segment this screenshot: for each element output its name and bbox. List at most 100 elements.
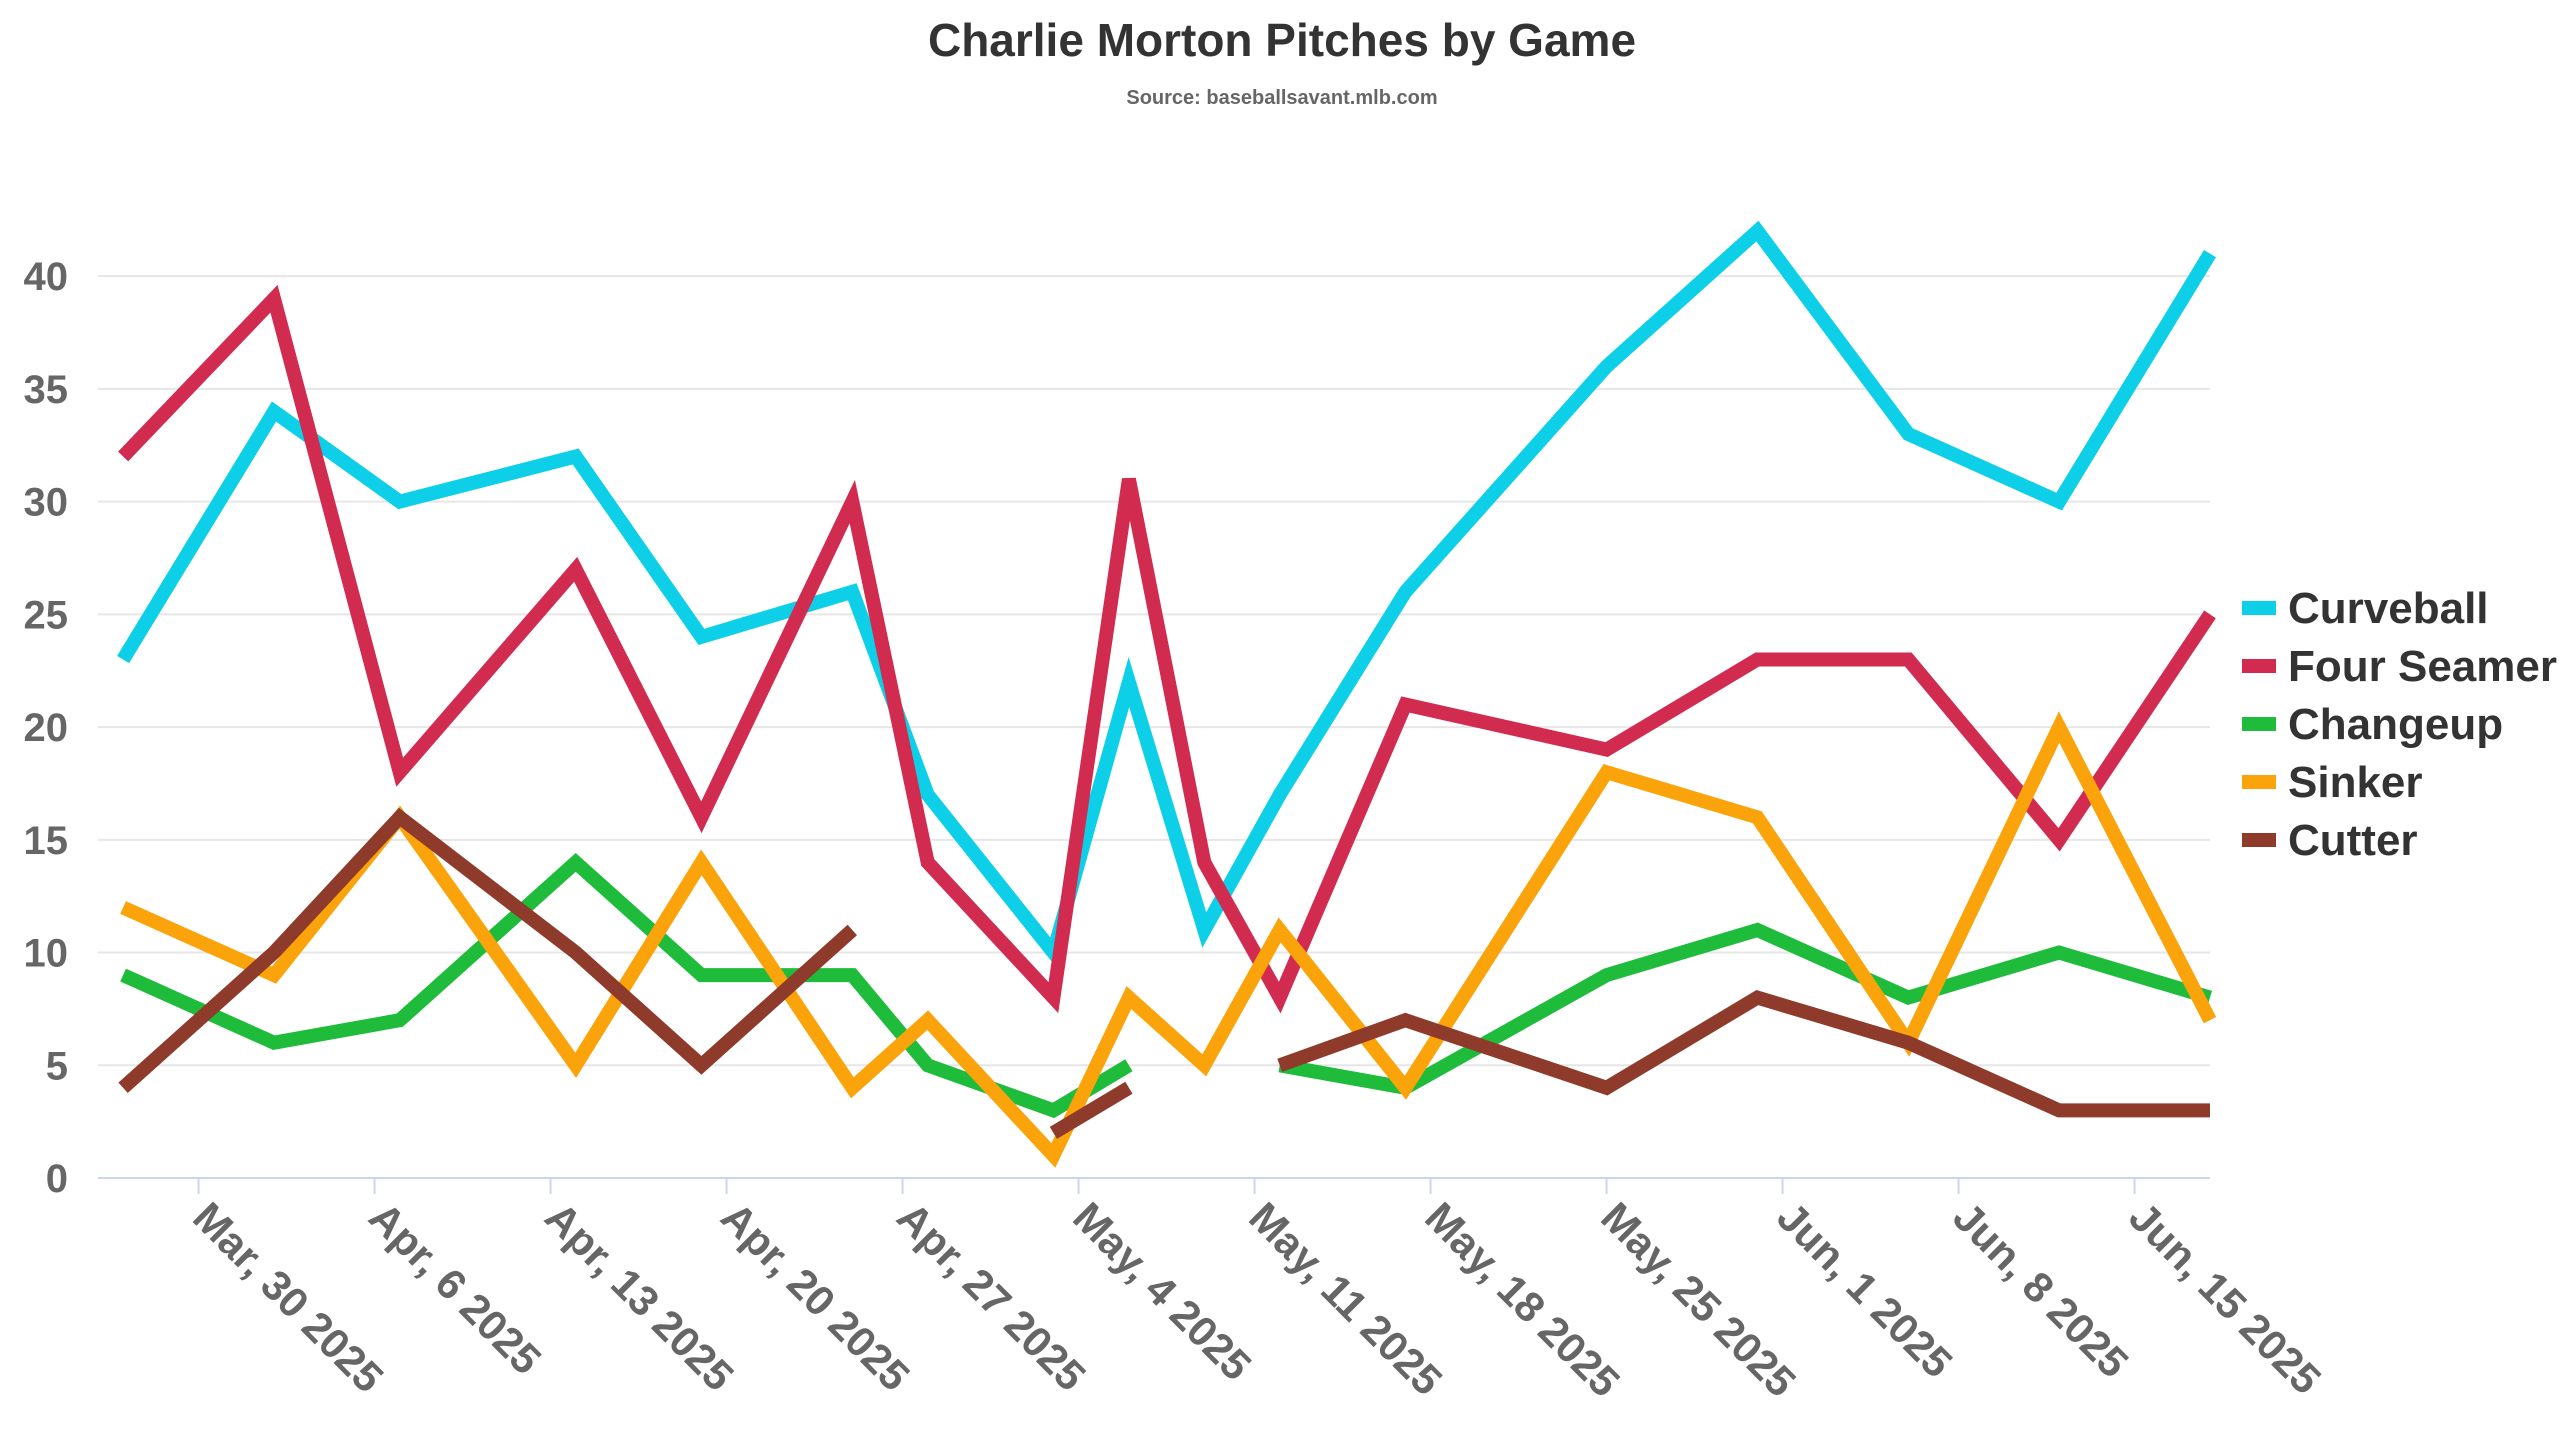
data-point[interactable]: [569, 946, 583, 960]
data-point[interactable]: [2052, 833, 2066, 847]
data-point[interactable]: [1750, 991, 1764, 1005]
series-line: [120, 711, 2217, 1168]
y-tick-label: 0: [46, 1157, 68, 1201]
data-point[interactable]: [267, 405, 281, 419]
data-point[interactable]: [2203, 247, 2217, 261]
data-point[interactable]: [1046, 1103, 1060, 1117]
data-point[interactable]: [921, 1013, 935, 1027]
data-point[interactable]: [1600, 968, 1614, 982]
x-tick-label: Apr, 27 2025: [888, 1193, 1095, 1400]
series-line: [1277, 990, 2210, 1118]
data-point[interactable]: [569, 1058, 583, 1072]
legend-item[interactable]: Cutter: [2242, 816, 2418, 865]
legend-item[interactable]: Changeup: [2242, 700, 2503, 749]
data-point[interactable]: [2203, 607, 2217, 621]
data-point[interactable]: [1750, 224, 1764, 238]
data-point[interactable]: [393, 1013, 407, 1027]
series-curveball: [116, 220, 2217, 968]
data-point[interactable]: [845, 495, 859, 509]
x-tick-label: May, 4 2025: [1064, 1193, 1260, 1389]
data-point[interactable]: [1901, 991, 1915, 1005]
data-point[interactable]: [267, 968, 281, 982]
data-point[interactable]: [1750, 653, 1764, 667]
data-point[interactable]: [267, 1036, 281, 1050]
series-four-seamer: [116, 284, 2217, 1014]
data-point[interactable]: [921, 855, 935, 869]
legend-item[interactable]: Curveball: [2242, 584, 2489, 633]
data-point[interactable]: [1122, 991, 1136, 1005]
data-point[interactable]: [393, 495, 407, 509]
data-point[interactable]: [116, 450, 130, 464]
series-line: [1049, 1081, 1133, 1139]
data-point[interactable]: [1122, 1081, 1136, 1095]
data-point[interactable]: [116, 968, 130, 982]
data-point[interactable]: [1046, 1149, 1060, 1163]
data-point[interactable]: [1273, 788, 1287, 802]
series-line: [120, 852, 1133, 1119]
data-point[interactable]: [1901, 427, 1915, 441]
data-point[interactable]: [2052, 946, 2066, 960]
data-point[interactable]: [1398, 1013, 1412, 1027]
data-point[interactable]: [1600, 743, 1614, 757]
series-changeup: [116, 852, 2213, 1119]
data-point[interactable]: [569, 562, 583, 576]
data-point[interactable]: [1273, 1058, 1287, 1072]
x-tick-label: Apr, 13 2025: [536, 1193, 743, 1400]
y-tick-label: 35: [24, 368, 69, 412]
data-point[interactable]: [921, 788, 935, 802]
data-point[interactable]: [1122, 1058, 1136, 1072]
data-point[interactable]: [267, 292, 281, 306]
x-tick-label: Apr, 20 2025: [712, 1193, 919, 1400]
legend-label: Four Seamer: [2288, 642, 2557, 691]
legend-item[interactable]: Four Seamer: [2242, 642, 2557, 691]
data-point[interactable]: [267, 946, 281, 960]
data-point[interactable]: [1901, 653, 1915, 667]
data-point[interactable]: [2052, 495, 2066, 509]
series-cutter: [116, 807, 2217, 1140]
data-point[interactable]: [116, 653, 130, 667]
data-point[interactable]: [1273, 991, 1287, 1005]
data-point[interactable]: [1046, 1126, 1060, 1140]
data-point[interactable]: [116, 1081, 130, 1095]
data-point[interactable]: [1197, 855, 1211, 869]
data-point[interactable]: [1398, 698, 1412, 712]
data-point[interactable]: [845, 1081, 859, 1095]
data-point[interactable]: [1197, 923, 1211, 937]
data-point[interactable]: [921, 1058, 935, 1072]
data-point[interactable]: [694, 855, 708, 869]
data-point[interactable]: [694, 630, 708, 644]
data-point[interactable]: [2203, 1013, 2217, 1027]
data-point[interactable]: [569, 855, 583, 869]
data-point[interactable]: [1122, 472, 1136, 486]
data-point[interactable]: [1901, 1036, 1915, 1050]
data-point[interactable]: [1600, 765, 1614, 779]
data-point[interactable]: [1046, 991, 1060, 1005]
data-point[interactable]: [1398, 585, 1412, 599]
data-point[interactable]: [694, 810, 708, 824]
data-point[interactable]: [1750, 923, 1764, 937]
legend-label: Curveball: [2288, 584, 2489, 633]
data-point[interactable]: [2052, 720, 2066, 734]
data-point[interactable]: [2052, 1103, 2066, 1117]
data-point[interactable]: [1197, 1058, 1211, 1072]
data-point[interactable]: [393, 810, 407, 824]
data-point[interactable]: [1600, 1081, 1614, 1095]
data-point[interactable]: [2203, 1103, 2217, 1117]
data-point[interactable]: [694, 1058, 708, 1072]
data-point[interactable]: [694, 968, 708, 982]
data-point[interactable]: [1600, 359, 1614, 373]
legend-item[interactable]: Sinker: [2242, 758, 2423, 807]
data-point[interactable]: [1122, 675, 1136, 689]
data-point[interactable]: [845, 923, 859, 937]
data-point[interactable]: [1398, 1081, 1412, 1095]
series-line: [117, 220, 2216, 968]
data-point[interactable]: [569, 450, 583, 464]
data-point[interactable]: [1273, 923, 1287, 937]
data-point[interactable]: [845, 968, 859, 982]
data-point[interactable]: [845, 585, 859, 599]
data-point[interactable]: [116, 901, 130, 915]
legend: Curveball Four Seamer Changeup Sinker Cutter: [2242, 584, 2557, 865]
data-point[interactable]: [393, 765, 407, 779]
data-point[interactable]: [1750, 810, 1764, 824]
